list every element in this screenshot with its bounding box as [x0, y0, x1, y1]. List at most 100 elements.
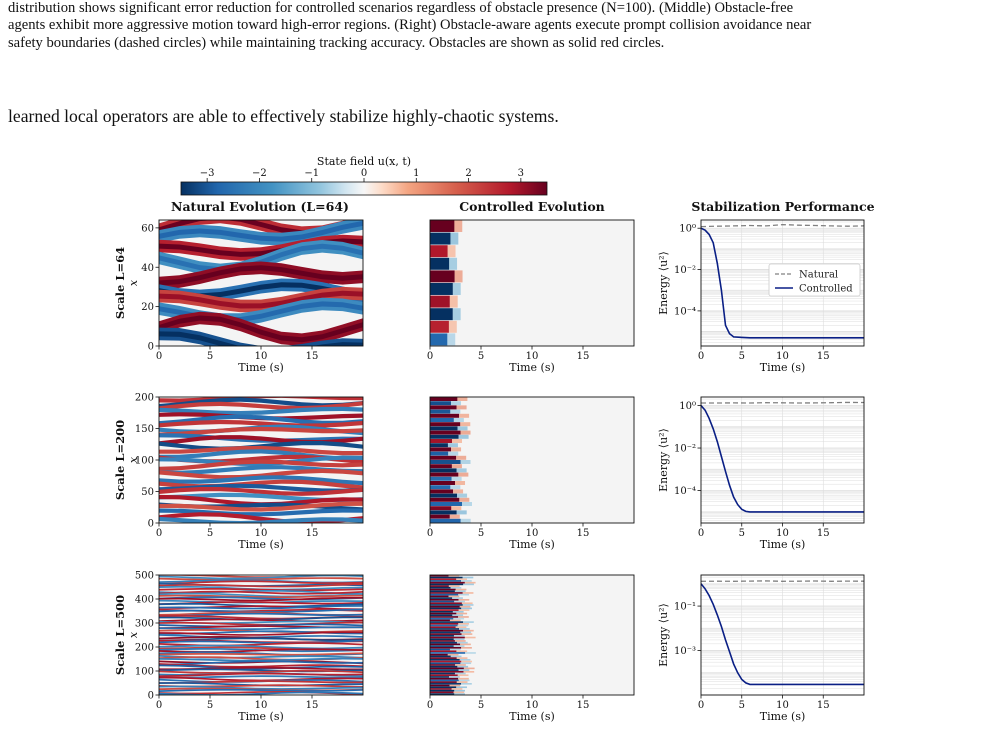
heatmap-band	[430, 631, 461, 634]
heatmap-band	[430, 693, 455, 695]
x-tick-label: 0	[156, 700, 162, 711]
heatmap-band	[430, 691, 454, 694]
heatmap-band-core	[159, 243, 363, 273]
heatmap-band	[430, 633, 462, 635]
heatmap-band-core	[159, 282, 363, 300]
heatmap-band	[430, 643, 461, 646]
heatmap-band	[159, 625, 363, 629]
heatmap-band-fade	[458, 472, 469, 477]
heatmap-band-fade	[451, 506, 462, 511]
caption-line-3: safety boundaries (dashed circles) while…	[8, 34, 665, 51]
heatmap-band	[430, 506, 452, 511]
heatmap-band-fade	[461, 647, 472, 649]
heatmap-band-fade	[448, 451, 459, 456]
heatmap-band	[430, 602, 462, 605]
heatmap-band-fade	[456, 657, 468, 659]
heatmap-band-fade	[456, 578, 467, 581]
heatmap-band	[430, 636, 465, 639]
x-tick-label: 15	[306, 351, 319, 362]
x-tick-label: 0	[427, 528, 433, 539]
heatmap-band-fade	[459, 497, 470, 502]
heatmap-band-fade	[456, 468, 467, 473]
heatmap-band-fade	[450, 485, 461, 490]
heatmap-band-fade	[451, 447, 462, 452]
heatmap-band-core	[159, 220, 363, 242]
heatmap-band	[159, 601, 363, 605]
heatmap-band	[159, 487, 363, 496]
figure-caption: distribution shows significant error red…	[8, 0, 980, 52]
x-tick-label: 10	[526, 351, 539, 362]
heatmap-band	[159, 594, 363, 599]
heatmap-band-fade	[463, 671, 475, 673]
y-tick-label: 20	[141, 302, 154, 313]
heatmap-band	[430, 617, 454, 620]
heatmap-band-fade	[457, 665, 469, 668]
heatmap-band-fade	[456, 681, 468, 683]
heatmap-band-fade	[452, 283, 461, 295]
heatmap-band	[159, 612, 363, 618]
heatmap-band	[159, 397, 363, 409]
heatmap-band	[430, 397, 458, 401]
column-title-performance: Stabilization Performance	[691, 199, 874, 214]
heatmap-band	[159, 585, 363, 591]
x-tick-label: 5	[478, 528, 484, 539]
heatmap-band	[159, 660, 363, 666]
heatmap-band	[159, 516, 363, 523]
heatmap-band-fade	[464, 636, 476, 639]
heatmap-band-fade	[456, 405, 467, 410]
y-tick-label: 200	[135, 643, 154, 654]
heatmap-band	[159, 605, 363, 611]
heatmap-band-fade	[447, 443, 458, 448]
heatmap-band	[159, 605, 363, 610]
y-tick-label: 60	[141, 223, 154, 234]
colorbar-tick-label: 2	[465, 168, 471, 179]
heatmap-band-fade	[450, 232, 459, 245]
heatmap-band-fade	[454, 672, 466, 675]
y-tick-label: 10⁰	[679, 224, 696, 235]
heatmap-band	[159, 637, 363, 642]
heatmap-band-fade	[458, 593, 469, 596]
heatmap-band-fade	[452, 597, 463, 599]
y-tick-label: 150	[135, 424, 154, 435]
heatmap-band-fade	[450, 587, 462, 589]
legend-controlled-label: Controlled	[799, 284, 853, 295]
heatmap-band-fade	[448, 575, 460, 577]
heatmap-band-fade	[460, 662, 472, 665]
y-tick-label: 10⁰	[679, 401, 696, 412]
heatmap-band-fade	[461, 683, 472, 685]
heatmap-band-fade	[461, 660, 473, 663]
x-tick-label: 15	[306, 528, 319, 539]
colorbar-tick-label: −1	[304, 168, 319, 179]
x-tick-label: 5	[207, 528, 213, 539]
heatmap-band	[430, 659, 460, 661]
heatmap-band	[430, 677, 459, 680]
heatmap-band-fade	[459, 659, 471, 661]
heatmap-band	[430, 621, 464, 623]
x-tick-label: 15	[817, 528, 830, 539]
heatmap-band	[430, 676, 449, 678]
x-axis-label: Time (s)	[238, 538, 284, 551]
heatmap-band	[430, 681, 457, 683]
heatmap-band	[430, 443, 448, 448]
heatmap-band	[430, 660, 462, 663]
heatmap-band	[159, 596, 363, 602]
y-tick-label: 10⁻¹	[674, 602, 696, 613]
x-tick-label: 5	[207, 351, 213, 362]
x-tick-label: 15	[577, 528, 590, 539]
heatmap-band	[430, 580, 462, 582]
heatmap-band	[430, 497, 460, 502]
heatmap-band-fade	[454, 270, 463, 283]
heatmap-band	[430, 245, 448, 258]
heatmap-band	[430, 612, 457, 615]
heatmap-band-fade	[447, 653, 459, 656]
heatmap-band	[430, 295, 450, 308]
heatmap-band	[430, 607, 462, 610]
x-axis-label: Time (s)	[509, 538, 555, 551]
heatmap-band-fade	[462, 604, 474, 606]
y-tick-label: 10⁻⁴	[674, 486, 696, 497]
heatmap-band	[430, 684, 450, 687]
heatmap-band	[430, 430, 461, 435]
heatmap-band-fade	[456, 641, 468, 644]
heatmap-band	[430, 648, 450, 651]
